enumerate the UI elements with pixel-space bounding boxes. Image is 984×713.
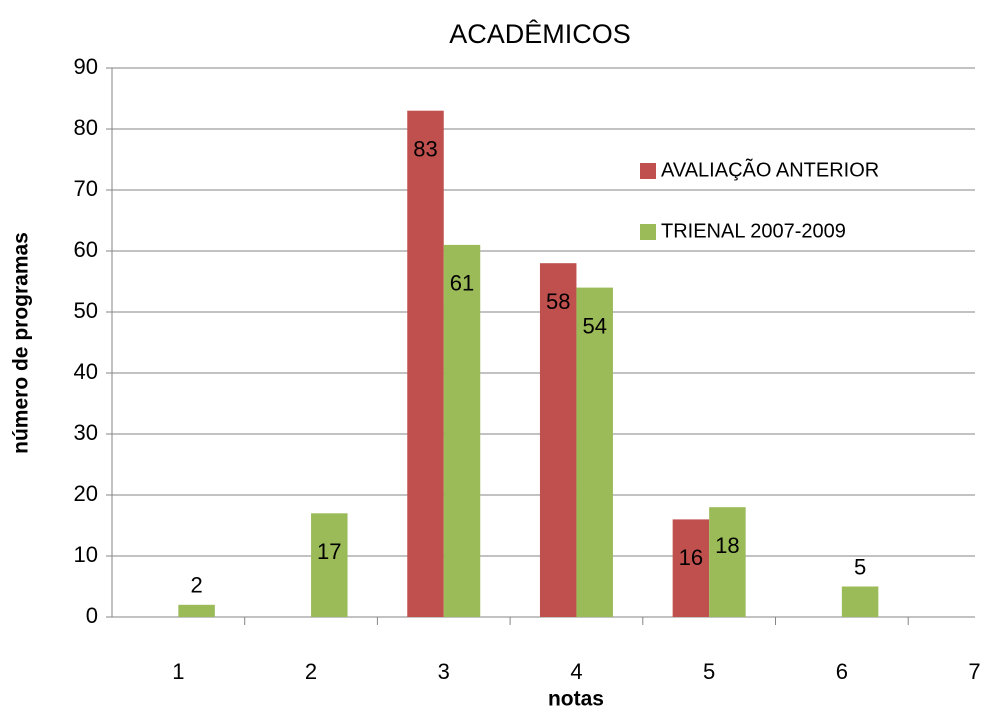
y-tick-label: 60 [74, 237, 98, 262]
data-label: 2 [190, 573, 202, 598]
y-tick-label: 80 [74, 115, 98, 140]
y-tick-label: 30 [74, 420, 98, 445]
legend-label: TRIENAL 2007-2009 [661, 220, 846, 242]
data-label: 18 [715, 533, 739, 558]
bar [407, 110, 444, 617]
data-label: 58 [546, 289, 570, 314]
bar [311, 513, 348, 617]
bar [576, 287, 613, 617]
x-tick-label: 2 [305, 659, 317, 684]
y-tick-label: 20 [74, 481, 98, 506]
bar [672, 519, 710, 617]
chart-title: ACADÊMICOS [449, 18, 631, 49]
y-tick-label: 90 [74, 54, 98, 79]
data-label: 83 [413, 137, 437, 162]
legend-label: AVALIAÇÃO ANTERIOR [661, 157, 879, 181]
bar [178, 604, 215, 617]
y-tick-label: 40 [74, 359, 98, 384]
data-label: 17 [317, 539, 341, 564]
x-tick-label: 4 [570, 659, 582, 684]
x-axis-label: notas [548, 688, 604, 711]
x-tick-label: 6 [836, 659, 848, 684]
bar [841, 586, 879, 617]
bar [709, 507, 746, 617]
y-tick-label: 70 [74, 176, 98, 201]
y-tick-label: 50 [74, 298, 98, 323]
data-label: 16 [679, 545, 703, 570]
legend-swatch [640, 163, 656, 179]
bar [443, 244, 481, 617]
legend-swatch [640, 224, 656, 240]
data-label: 54 [582, 313, 606, 338]
x-tick-label: 7 [968, 659, 980, 684]
y-tick-label: 10 [74, 542, 98, 567]
data-label: 5 [854, 554, 866, 579]
y-axis-label: número de programas [10, 232, 33, 454]
data-label: 61 [450, 271, 474, 296]
y-tick-label: 0 [86, 603, 98, 628]
x-tick-label: 3 [438, 659, 450, 684]
x-tick-label: 5 [703, 659, 715, 684]
x-tick-label: 1 [172, 659, 184, 684]
bar [539, 263, 577, 617]
